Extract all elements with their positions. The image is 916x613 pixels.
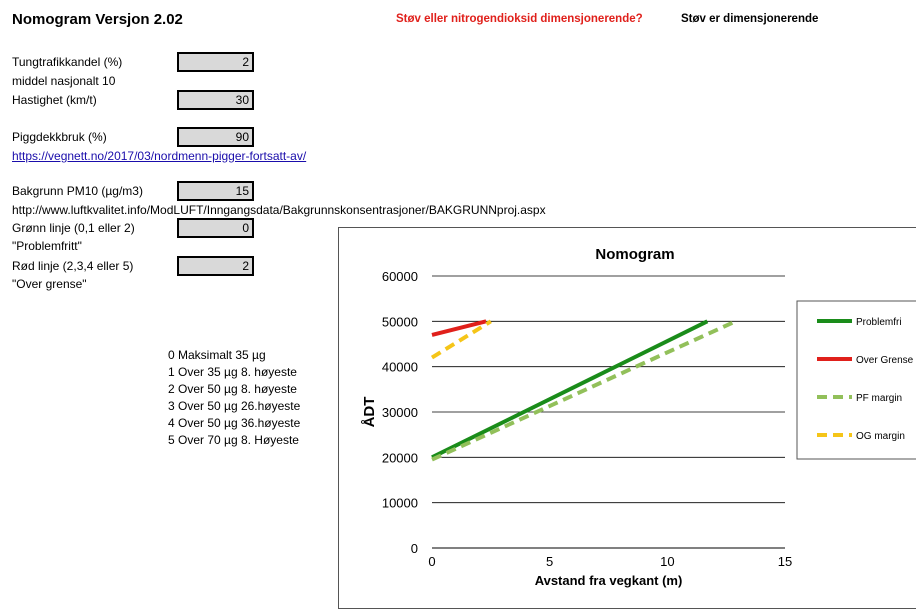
- page-title: Nomogram Versjon 2.02: [12, 11, 183, 28]
- chart-svg: Nomogram 0 10000 20000 30000 40000 50000 60000 0…: [361, 246, 916, 588]
- y-tick-label: 40000: [382, 360, 418, 375]
- dimension-answer: Støv er dimensjonerende: [681, 13, 819, 25]
- bakgrunn-label: Bakgrunn PM10 (µg/m3): [12, 184, 143, 198]
- level-item: 0 Maksimalt 35 µg: [168, 348, 266, 362]
- level-item: 4 Over 50 µg 36.høyeste: [168, 416, 301, 430]
- y-tick-label: 10000: [382, 496, 418, 511]
- x-tick-label: 0: [428, 554, 435, 569]
- level-item: 1 Over 35 µg 8. høyeste: [168, 365, 297, 379]
- x-tick-label: 10: [660, 554, 674, 569]
- piggdekk-input[interactable]: 90: [177, 127, 254, 147]
- middel-note: middel nasjonalt 10: [12, 74, 116, 88]
- rod-label: Rød linje (2,3,4 eller 5): [12, 259, 134, 273]
- piggdekk-label: Piggdekkbruk (%): [12, 130, 107, 144]
- level-item: 5 Over 70 µg 8. Høyeste: [168, 433, 299, 447]
- gronn-note: "Problemfritt": [12, 239, 82, 253]
- y-axis-label: ÅDT: [361, 397, 378, 428]
- y-tick-label: 50000: [382, 314, 418, 329]
- y-tick-label: 30000: [382, 405, 418, 420]
- chart-title: Nomogram: [595, 246, 674, 263]
- legend-label: PF margin: [856, 393, 902, 404]
- tungtrafikk-input[interactable]: 2: [177, 52, 254, 72]
- hastighet-label: Hastighet (km/t): [12, 93, 97, 107]
- x-tick-label: 5: [546, 554, 553, 569]
- y-tick-label: 0: [411, 541, 418, 556]
- y-tick-label: 20000: [382, 450, 418, 465]
- hastighet-input[interactable]: 30: [177, 90, 254, 110]
- dimension-question: Støv eller nitrogendioksid dimensjoneren…: [396, 13, 643, 25]
- series-line: [431, 319, 737, 462]
- legend-box: [796, 300, 916, 460]
- bakgrunn-url: http://www.luftkvalitet.info/ModLUFT/Inn…: [12, 203, 546, 217]
- x-axis-label: Avstand fra vegkant (m): [535, 573, 683, 588]
- y-tick-label: 60000: [382, 269, 418, 284]
- level-item: 3 Over 50 µg 26.høyeste: [168, 399, 301, 413]
- gronn-label: Grønn linje (0,1 eller 2): [12, 221, 135, 235]
- legend-label: Problemfri: [856, 317, 902, 328]
- series-line: [430, 319, 492, 360]
- legend-label: Over Grense: [856, 355, 914, 366]
- rod-input[interactable]: 2: [177, 256, 254, 276]
- bakgrunn-input[interactable]: 15: [177, 181, 254, 201]
- piggdekk-link[interactable]: https://vegnett.no/2017/03/nordmenn-pigg…: [12, 149, 307, 163]
- rod-note: "Over grense": [12, 277, 87, 291]
- series-line: [431, 319, 487, 337]
- x-tick-label: 15: [778, 554, 792, 569]
- legend-label: OG margin: [856, 431, 905, 442]
- level-item: 2 Over 50 µg 8. høyeste: [168, 382, 297, 396]
- tungtrafikk-label: Tungtrafikkandel (%): [12, 55, 123, 69]
- gronn-input[interactable]: 0: [177, 218, 254, 238]
- series-line: [431, 319, 709, 460]
- nomogram-chart: Nomogram 0 10000 20000 30000 40000 50000 60000 0…: [338, 227, 916, 609]
